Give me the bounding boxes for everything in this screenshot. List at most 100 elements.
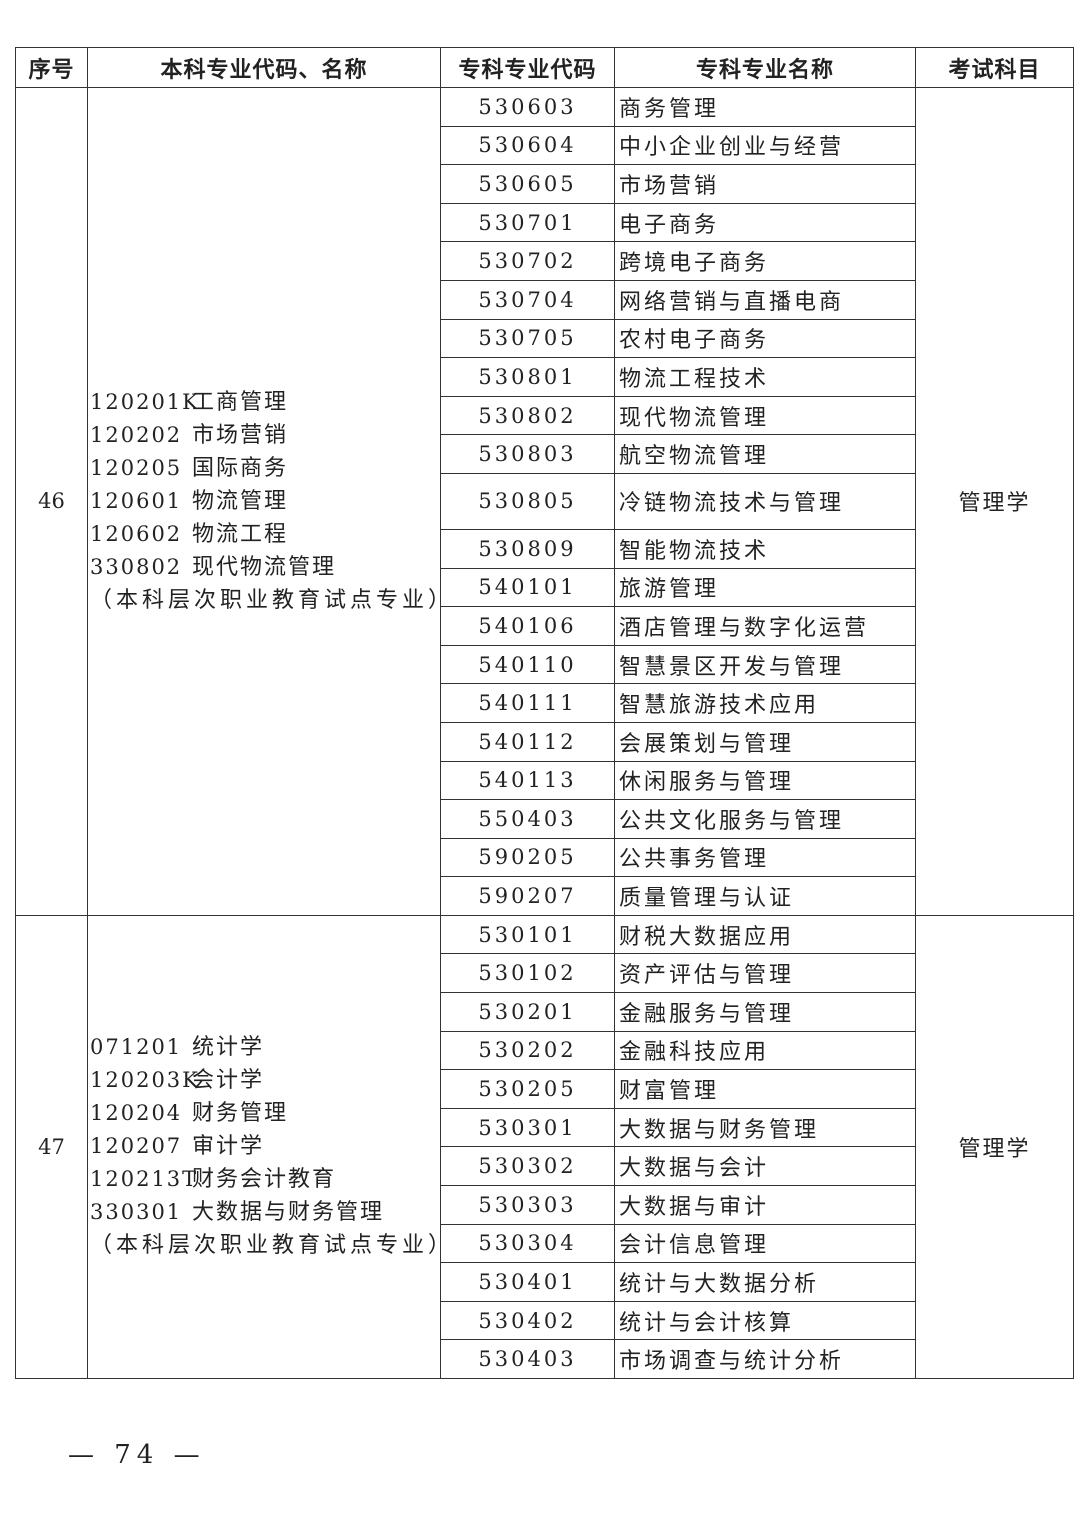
undergrad-name: 审计学 <box>192 1134 265 1160</box>
college-code: 530202 <box>440 1030 615 1071</box>
table-row: 530809 智能物流技术 <box>16 528 1074 569</box>
undergrad-code: 120201K <box>90 389 200 414</box>
undergrad-major: 120201K工商管理 <box>90 386 440 419</box>
undergrad-name: 物流管理 <box>192 488 289 514</box>
college-name: 商务管理 <box>614 87 916 127</box>
table-row: 590207 质量管理与认证 <box>16 876 1074 916</box>
college-name: 跨境电子商务 <box>614 241 916 281</box>
college-code: 530605 <box>440 164 615 204</box>
undergrad-name: 现代物流管理 <box>192 554 337 580</box>
exam-subject: 管理学 <box>915 87 1074 916</box>
college-name: 网络营销与直播电商 <box>614 279 916 320</box>
table-row: 530802 现代物流管理 <box>16 395 1074 436</box>
table-row: 540106 酒店管理与数字化运营 <box>16 606 1074 646</box>
table-row: 47 071201 统计学 120203K会计学 120204 财务管理 120207 审计学… <box>15 914 1074 1380</box>
college-code: 540113 <box>440 760 615 801</box>
college-code: 530201 <box>440 992 615 1032</box>
college-name: 智慧旅游技术应用 <box>614 683 916 723</box>
table-row: 530604 中小企业创业与经营 <box>16 125 1074 166</box>
header-subject: 考试科目 <box>915 47 1074 88</box>
college-code: 530604 <box>440 125 615 166</box>
college-code: 530304 <box>440 1223 615 1264</box>
header-undergrad: 本科专业代码、名称 <box>87 47 441 88</box>
college-name: 金融服务与管理 <box>614 992 916 1032</box>
seq-cell: 46 <box>15 87 88 916</box>
exam-subject: 管理学 <box>915 914 1074 1380</box>
table-row: 530803 航空物流管理 <box>16 434 1074 474</box>
undergrad-code: 120204 <box>90 1101 183 1126</box>
undergrad-code: 120602 <box>90 521 183 546</box>
page-number: — 74 — <box>68 1440 206 1470</box>
table-row: 530102 资产评估与管理 <box>16 953 1074 994</box>
undergrad-major: 330802 现代物流管理 <box>90 551 440 584</box>
college-code: 590205 <box>440 837 615 878</box>
undergrad-code: 120601 <box>90 488 183 513</box>
college-name: 智能物流技术 <box>614 528 916 569</box>
college-name: 中小企业创业与经营 <box>614 125 916 166</box>
college-code: 530401 <box>440 1262 615 1302</box>
college-name: 公共文化服务与管理 <box>614 799 916 839</box>
college-code: 540110 <box>440 644 615 685</box>
college-code: 530803 <box>440 434 615 474</box>
undergrad-cell: 120201K工商管理 120202 市场营销 120205 国际商务 120601 物流管… <box>87 87 450 916</box>
college-code: 530402 <box>440 1300 615 1341</box>
college-name: 大数据与会计 <box>614 1146 916 1187</box>
college-name: 大数据与审计 <box>614 1185 916 1225</box>
undergrad-code: 330301 <box>90 1200 183 1225</box>
college-code: 530701 <box>440 202 615 243</box>
undergrad-name: 会计学 <box>192 1068 265 1094</box>
table-row: 530303 大数据与审计 <box>16 1185 1074 1225</box>
header-seq: 序号 <box>15 47 88 88</box>
seq-cell: 47 <box>15 914 88 1380</box>
college-code: 530302 <box>440 1146 615 1187</box>
undergrad-name: 市场营销 <box>192 422 289 448</box>
college-name: 旅游管理 <box>614 567 916 608</box>
table-row: 530402 统计与会计核算 <box>16 1300 1074 1341</box>
college-name: 统计与大数据分析 <box>614 1262 916 1302</box>
college-name: 农村电子商务 <box>614 318 916 359</box>
college-name: 金融科技应用 <box>614 1030 916 1071</box>
table-row: 530403 市场调查与统计分析 <box>16 1339 1074 1379</box>
table-row: 530401 统计与大数据分析 <box>16 1262 1074 1302</box>
table-row: 530705 农村电子商务 <box>16 318 1074 359</box>
table-row: 540101 旅游管理 <box>16 567 1074 608</box>
undergrad-cell: 071201 统计学 120203K会计学 120204 财务管理 120207 审计学 12… <box>87 914 455 1380</box>
table-row: 540112 会展策划与管理 <box>16 721 1074 762</box>
undergrad-major: 120202 市场营销 <box>90 419 440 452</box>
college-name: 现代物流管理 <box>614 395 916 436</box>
college-code: 530805 <box>440 472 615 530</box>
college-code: 530303 <box>440 1185 615 1225</box>
college-code: 530205 <box>440 1069 615 1109</box>
college-code: 530801 <box>440 357 615 397</box>
college-name: 冷链物流技术与管理 <box>614 472 916 530</box>
pilot-note: （本科层次职业教育试点专业） <box>90 1233 455 1259</box>
college-name: 公共事务管理 <box>614 837 916 878</box>
undergrad-major: 330301 大数据与财务管理 <box>90 1196 440 1229</box>
table-row: 540111 智慧旅游技术应用 <box>16 683 1074 723</box>
undergrad-major: 120602 物流工程 <box>90 518 440 551</box>
college-code: 540112 <box>440 721 615 762</box>
college-name: 财税大数据应用 <box>614 914 916 955</box>
college-name: 智慧景区开发与管理 <box>614 644 916 685</box>
table-row: 530805 冷链物流技术与管理 <box>16 472 1074 530</box>
undergrad-code: 071201 <box>90 1035 183 1060</box>
undergrad-code: 120203K <box>90 1068 200 1093</box>
undergrad-name: 国际商务 <box>192 455 289 481</box>
table-row: 540113 休闲服务与管理 <box>16 760 1074 801</box>
college-code: 530102 <box>440 953 615 994</box>
college-code: 530301 <box>440 1107 615 1148</box>
table-row: 590205 公共事务管理 <box>16 837 1074 878</box>
college-code: 540101 <box>440 567 615 608</box>
table-row: 46 120201K工商管理 120202 市场营销 120205 国际商务 120601 物… <box>15 87 1074 916</box>
undergrad-major: 120207 审计学 <box>90 1130 440 1163</box>
college-code: 530802 <box>440 395 615 436</box>
college-name: 航空物流管理 <box>614 434 916 474</box>
table-row: 540110 智慧景区开发与管理 <box>16 644 1074 685</box>
college-name: 会展策划与管理 <box>614 721 916 762</box>
college-name: 休闲服务与管理 <box>614 760 916 801</box>
college-code: 540106 <box>440 606 615 646</box>
header-college-name: 专科专业名称 <box>614 47 916 88</box>
table-row: 530201 金融服务与管理 <box>16 992 1074 1032</box>
undergrad-name: 统计学 <box>192 1035 265 1061</box>
college-name: 市场调查与统计分析 <box>614 1339 916 1379</box>
